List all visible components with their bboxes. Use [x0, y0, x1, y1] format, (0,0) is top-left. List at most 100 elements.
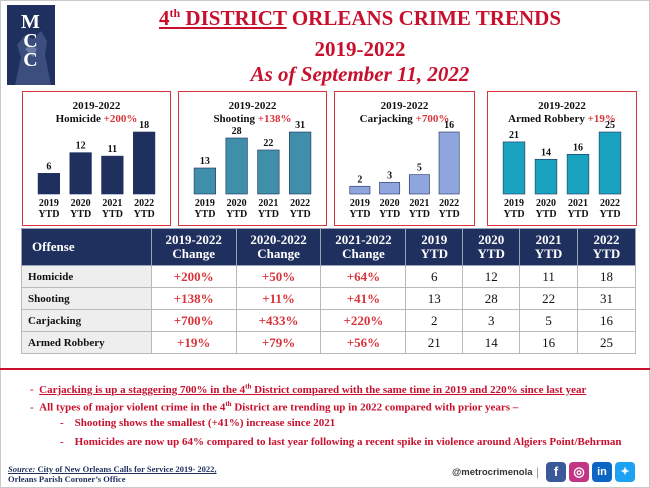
category-label: 2021: [258, 198, 278, 209]
ytd-cell: 13: [405, 287, 464, 310]
finding-all-crime: - All types of major violent crime in th…: [30, 400, 519, 414]
ytd-cell: 3: [462, 309, 521, 332]
chart-title: 2019-2022 Carjacking +700%: [359, 100, 450, 125]
category-label: YTD: [567, 209, 588, 220]
twitter-icon[interactable]: ✦: [615, 462, 635, 482]
data-label: 11: [108, 144, 117, 155]
source-citation: Source: City of New Orleans Calls for Se…: [8, 464, 217, 484]
column-header: 2019 YTD: [405, 228, 464, 266]
change-cell: +138%: [150, 287, 237, 310]
data-label: 16: [444, 120, 454, 131]
bar: [598, 131, 622, 195]
ytd-cell: 2: [405, 309, 464, 332]
change-cell: +79%: [235, 331, 322, 354]
data-label: 6: [46, 161, 51, 172]
ytd-cell: 6: [405, 265, 464, 288]
category-label: YTD: [102, 209, 123, 220]
table-header-row: Offense 2019-2022 Change 2020-2022 Change …: [21, 228, 636, 266]
ytd-cell: 31: [577, 287, 636, 310]
wolf-emblem-icon: [15, 31, 51, 85]
chart-title: 2019-2022 Homicide +200%: [55, 100, 138, 125]
category-label: 2020: [227, 198, 247, 209]
category-label: 2020: [380, 198, 400, 209]
ytd-cell: 16: [577, 309, 636, 332]
bar: [69, 152, 92, 195]
chart-title: 2019-2022 Armed Robbery +19%: [508, 100, 616, 125]
column-header: 2019-2022 Change: [150, 228, 237, 266]
category-label: 2019: [504, 198, 524, 209]
linkedin-icon[interactable]: in: [592, 462, 612, 482]
change-cell: +11%: [235, 287, 322, 310]
category-label: 2022: [439, 198, 459, 209]
bar: [408, 174, 430, 195]
ytd-cell: 16: [519, 331, 579, 354]
change-cell: +41%: [320, 287, 407, 310]
column-header: 2021-2022 Change: [320, 228, 407, 266]
ytd-cell: 12: [462, 265, 521, 288]
category-label: YTD: [258, 209, 279, 220]
data-label: 13: [200, 156, 210, 167]
category-label: YTD: [535, 209, 556, 220]
category-label: YTD: [290, 209, 311, 220]
bar: [534, 158, 558, 195]
finding-shooting: - Shooting shows the smallest (+41%) inc…: [60, 417, 336, 429]
data-label: 3: [387, 170, 392, 181]
change-cell: +200%: [150, 265, 237, 288]
bar: [133, 131, 156, 195]
table-row: Armed Robbery +19% +79% +56% 21 14 16 25: [21, 331, 636, 354]
ytd-cell: 11: [519, 265, 579, 288]
data-label: 28: [232, 126, 242, 137]
finding-carjacking: - Carjacking is up a staggering 700% in …: [30, 382, 587, 396]
separator: |: [536, 465, 540, 479]
bar: [379, 182, 401, 195]
key-findings: - Carjacking is up a staggering 700% in …: [0, 368, 650, 460]
bar: [438, 131, 460, 195]
category-label: 2019: [350, 198, 370, 209]
finding-homicide: - Homicides are now up 64% compared to l…: [60, 436, 622, 448]
category-label: YTD: [194, 209, 215, 220]
category-label: YTD: [379, 209, 400, 220]
column-header: 2022 YTD: [577, 228, 636, 266]
data-label: 2: [357, 174, 362, 185]
data-label: 5: [417, 163, 422, 174]
carjacking-chart: 2019-2022 Carjacking +700% 2 2019 YTD 3 2020 Y…: [334, 91, 475, 226]
category-label: YTD: [599, 209, 620, 220]
offense-cell: Shooting: [21, 287, 152, 310]
data-label: 21: [509, 130, 519, 141]
column-header: 2020-2022 Change: [235, 228, 322, 266]
bar: [566, 154, 590, 195]
social-handle[interactable]: @metrocrimenola: [452, 467, 533, 478]
logo-letters: M C C: [21, 11, 41, 71]
offense-cell: Armed Robbery: [21, 331, 152, 354]
bar: [193, 167, 216, 195]
column-header: 2021 YTD: [519, 228, 579, 266]
category-label: 2021: [409, 198, 429, 209]
category-label: 2021: [568, 198, 588, 209]
column-header: 2020 YTD: [462, 228, 521, 266]
facebook-icon[interactable]: f: [546, 462, 566, 482]
instagram-icon[interactable]: ◎: [569, 462, 589, 482]
data-label: 22: [263, 138, 273, 149]
data-label: 12: [76, 141, 86, 152]
bar: [502, 141, 526, 195]
category-label: 2021: [102, 198, 122, 209]
change-cell: +64%: [320, 265, 407, 288]
category-label: 2019: [195, 198, 215, 209]
change-cell: +50%: [235, 265, 322, 288]
table-row: Shooting +138% +11% +41% 13 28 22 31: [21, 287, 636, 310]
bar: [349, 185, 371, 195]
mcc-logo: M C C: [7, 5, 55, 85]
data-label: 14: [541, 147, 551, 158]
column-header: Offense: [21, 228, 152, 266]
chart-title: 2019-2022 Shooting +138%: [213, 100, 292, 125]
category-label: YTD: [409, 209, 430, 220]
change-cell: +433%: [235, 309, 322, 332]
category-label: 2022: [290, 198, 310, 209]
bar: [289, 131, 312, 195]
data-label: 31: [295, 120, 305, 131]
homicide-chart: 2019-2022 Homicide +200% 6 2019 YTD 12 2020 YT…: [22, 91, 171, 226]
category-label: YTD: [226, 209, 247, 220]
